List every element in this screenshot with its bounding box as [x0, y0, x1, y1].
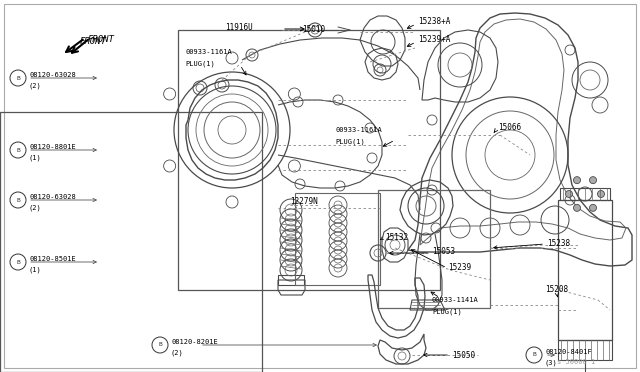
Text: B: B [16, 260, 20, 264]
Bar [178, 30, 440, 290]
Text: 15132: 15132 [385, 232, 408, 241]
Text: (2): (2) [29, 205, 42, 211]
Text: 15053: 15053 [432, 247, 455, 257]
Text: 15238: 15238 [547, 238, 570, 247]
Text: B: B [16, 198, 20, 202]
Text: B: B [16, 76, 20, 80]
Text: 15010: 15010 [302, 26, 325, 35]
Circle shape [573, 177, 580, 184]
Text: PLUG(1): PLUG(1) [432, 309, 461, 315]
Text: 15238+A: 15238+A [418, 17, 451, 26]
Text: 08120-8401F: 08120-8401F [545, 349, 592, 355]
Text: 00933-1161A: 00933-1161A [185, 49, 232, 55]
Text: 11916U: 11916U [225, 23, 253, 32]
Bar [558, 200, 612, 340]
Text: 15066: 15066 [498, 124, 521, 132]
Text: 15239+A: 15239+A [418, 35, 451, 45]
Text: s 50000 1: s 50000 1 [557, 359, 595, 365]
Text: 15050: 15050 [452, 350, 475, 359]
Text: 08120-63028: 08120-63028 [29, 194, 76, 200]
Bar [0, 112, 262, 372]
Bar [378, 190, 490, 308]
Text: PLUG(1): PLUG(1) [335, 139, 365, 145]
Text: (2): (2) [29, 83, 42, 89]
Text: (1): (1) [29, 155, 42, 161]
Text: 00933-1161A: 00933-1161A [335, 127, 381, 133]
Text: B: B [158, 343, 162, 347]
Text: FRONT: FRONT [80, 38, 107, 46]
Circle shape [566, 190, 573, 198]
Text: 00933-1141A: 00933-1141A [432, 297, 479, 303]
Text: 12279N: 12279N [290, 198, 317, 206]
Text: 15239: 15239 [448, 263, 471, 273]
Text: 15208: 15208 [545, 285, 568, 295]
Text: 08120-63028: 08120-63028 [29, 72, 76, 78]
Text: 08120-8801E: 08120-8801E [29, 144, 76, 150]
Bar [560, 188, 610, 200]
Text: (2): (2) [171, 350, 184, 356]
Text: B: B [532, 353, 536, 357]
Text: PLUG(1): PLUG(1) [185, 61, 215, 67]
Circle shape [589, 177, 596, 184]
Text: FRONT: FRONT [88, 35, 115, 44]
Circle shape [573, 204, 580, 211]
Circle shape [598, 190, 605, 198]
Text: 08120-8501E: 08120-8501E [29, 256, 76, 262]
Text: (1): (1) [29, 267, 42, 273]
Bar [558, 340, 612, 360]
Text: B: B [16, 148, 20, 153]
Text: 08120-8201E: 08120-8201E [171, 339, 218, 345]
Bar [278, 275, 304, 285]
Bar [295, 193, 380, 285]
Circle shape [589, 204, 596, 211]
Text: (3): (3) [545, 360, 557, 366]
